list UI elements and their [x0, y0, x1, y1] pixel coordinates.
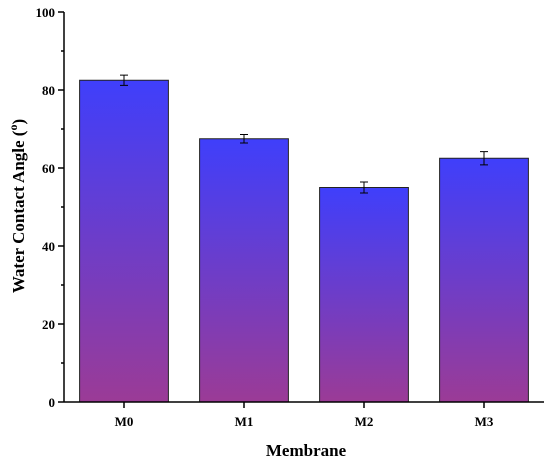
y-tick-label-20: 20 [42, 317, 55, 332]
y-axis-title-superscript: o [6, 125, 20, 131]
bar-m3 [439, 157, 529, 403]
x-tick-label-m1: M1 [235, 414, 254, 429]
error-bar-m3 [480, 151, 488, 166]
bar-m1 [199, 138, 289, 403]
x-tick-label-m2: M2 [355, 414, 374, 429]
y-tick-label-0: 0 [49, 395, 56, 410]
x-axis-title: Membrane [266, 441, 347, 460]
error-bar-m2 [360, 181, 368, 194]
x-tick-label-m3: M3 [475, 414, 494, 429]
error-bar-m1 [240, 133, 248, 144]
error-bars-group [120, 74, 488, 194]
y-tick-label-60: 60 [42, 161, 55, 176]
y-axis: 0 20 40 60 80 100 [36, 5, 65, 410]
x-axis: M0 M1 M2 M3 [64, 401, 544, 429]
bar-m2 [319, 187, 409, 403]
bars-group [79, 79, 529, 403]
y-axis-title: Water Contact Angle (o) [6, 119, 28, 293]
y-axis-title-close: ) [9, 119, 28, 125]
bar-m0 [79, 79, 169, 403]
y-tick-label-40: 40 [42, 239, 55, 254]
y-axis-title-main: Water Contact Angle ( [9, 130, 28, 293]
x-tick-label-m0: M0 [115, 414, 134, 429]
y-tick-label-100: 100 [36, 5, 56, 20]
y-tick-label-80: 80 [42, 83, 55, 98]
error-bar-m0 [120, 74, 128, 86]
